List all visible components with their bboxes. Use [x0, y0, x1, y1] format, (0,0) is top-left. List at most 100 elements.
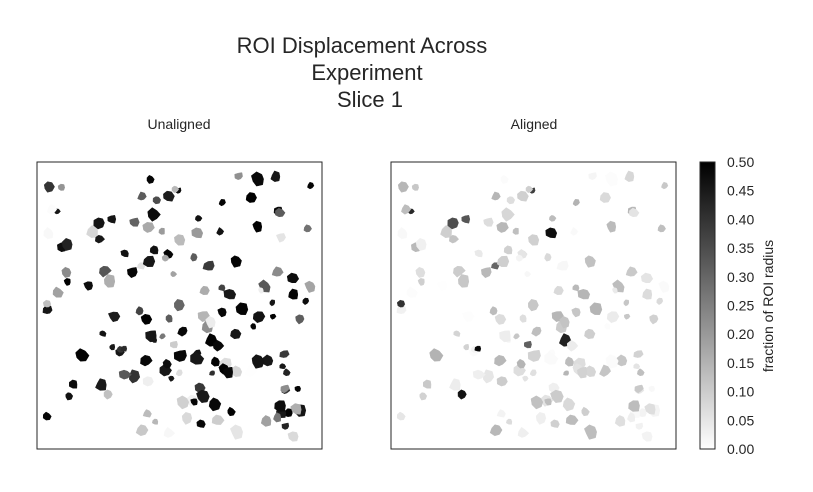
roi-aligned: [528, 299, 539, 312]
roi-unaligned: [162, 358, 172, 369]
roi-unaligned: [199, 285, 210, 295]
roi-aligned: [512, 227, 519, 235]
roi-aligned: [544, 351, 559, 365]
roi-aligned: [658, 280, 670, 293]
roi-aligned: [599, 192, 611, 203]
roi-aligned: [503, 245, 513, 255]
colorbar-tick-label: 0.25: [727, 298, 754, 314]
roi-aligned: [453, 265, 466, 278]
roi-aligned: [624, 313, 631, 320]
roi-aligned: [644, 403, 656, 415]
roi-unaligned: [216, 227, 225, 236]
roi-aligned: [606, 311, 620, 324]
roi-aligned: [606, 220, 617, 233]
roi-aligned: [604, 323, 611, 330]
roi-aligned: [605, 354, 619, 369]
roi-unaligned: [212, 340, 225, 352]
colorbar-label: fraction of ROI radius: [760, 240, 776, 372]
roi-unaligned: [274, 400, 286, 412]
roi-unaligned: [120, 345, 128, 352]
roi-unaligned: [211, 356, 220, 367]
roi-aligned: [528, 234, 540, 246]
panel-unaligned: [36, 161, 323, 450]
roi-unaligned: [171, 185, 180, 193]
roi-aligned: [614, 415, 626, 427]
roi-aligned: [584, 255, 596, 268]
colorbar-tick-label: 0.00: [727, 441, 754, 457]
colorbar-tick-label: 0.50: [727, 154, 754, 170]
roi-aligned: [506, 196, 516, 205]
roi-aligned: [496, 409, 506, 418]
roi-aligned: [544, 253, 552, 262]
roi-aligned: [550, 389, 564, 403]
roi-unaligned: [230, 255, 242, 268]
roi-unaligned: [127, 267, 138, 279]
roi-unaligned: [223, 366, 233, 379]
roi-unaligned: [269, 299, 276, 307]
roi-unaligned: [217, 307, 227, 318]
panel-title-unaligned: Unaligned: [147, 116, 210, 132]
roi-unaligned: [202, 260, 215, 271]
roi-unaligned: [146, 174, 155, 184]
roi-aligned: [515, 254, 524, 262]
roi-unaligned: [190, 351, 205, 365]
roi-aligned: [513, 333, 520, 340]
roi-aligned: [648, 385, 655, 392]
roi-aligned: [545, 227, 558, 239]
roi-unaligned: [145, 330, 157, 343]
roi-aligned: [588, 172, 597, 180]
roi-unaligned: [93, 217, 105, 230]
colorbar-gradient: [699, 161, 716, 450]
roi-aligned: [581, 406, 590, 417]
roi-aligned: [633, 350, 644, 358]
roi-unaligned: [260, 415, 272, 427]
roi-aligned: [565, 414, 579, 425]
roi-aligned: [530, 395, 544, 410]
roi-unaligned: [302, 297, 310, 306]
roi-unaligned: [281, 422, 290, 430]
roi-unaligned: [158, 227, 165, 235]
roi-unaligned: [307, 181, 315, 190]
roi-aligned: [563, 370, 569, 376]
roi-unaligned: [107, 311, 121, 323]
roi-aligned: [396, 411, 406, 421]
roi-unaligned: [43, 227, 54, 240]
roi-aligned: [494, 354, 507, 367]
roi-unaligned: [42, 411, 52, 421]
roi-aligned: [633, 363, 641, 369]
roi-unaligned: [176, 395, 190, 410]
roi-aligned: [415, 266, 426, 278]
roi-unaligned: [137, 262, 146, 270]
roi-unaligned: [165, 314, 173, 323]
roi-unaligned: [174, 234, 186, 246]
roi-aligned: [584, 328, 596, 340]
roi-aligned: [491, 191, 501, 201]
roi-aligned: [423, 379, 432, 389]
roi-aligned: [396, 299, 406, 308]
colorbar-tick-label: 0.20: [727, 326, 754, 342]
colorbar-tick-label: 0.40: [727, 211, 754, 227]
roi-unaligned: [152, 196, 162, 205]
colorbar-tick-label: 0.15: [727, 355, 754, 371]
roi-unaligned: [303, 224, 313, 233]
roi-unaligned: [107, 215, 117, 224]
roi-unaligned: [63, 278, 71, 286]
roi-aligned: [525, 185, 534, 193]
figure-title-line-2: Experiment: [311, 60, 422, 85]
roi-unaligned: [170, 270, 178, 278]
roi-aligned: [517, 426, 530, 438]
roi-aligned: [577, 366, 587, 379]
roi-aligned: [531, 326, 542, 337]
roi-aligned: [556, 260, 569, 271]
roi-unaligned: [235, 302, 249, 315]
roi-unaligned: [234, 172, 243, 180]
roi-unaligned: [279, 363, 287, 369]
panel-title-aligned: Aligned: [511, 116, 558, 132]
roi-unaligned: [181, 412, 193, 425]
roi-aligned: [625, 266, 638, 277]
roi-aligned: [559, 316, 570, 329]
roi-aligned: [472, 369, 486, 380]
roi-unaligned: [142, 409, 152, 418]
roi-unaligned: [258, 287, 264, 294]
roi-unaligned: [69, 379, 78, 389]
